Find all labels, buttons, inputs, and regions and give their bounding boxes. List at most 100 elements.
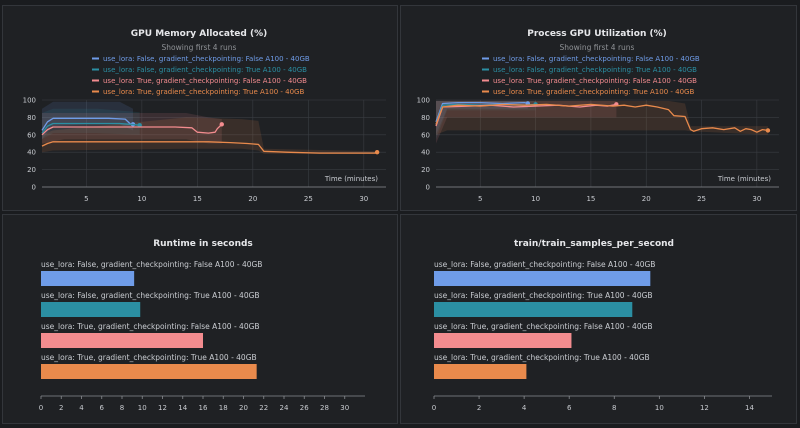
bar-category-label: use_lora: True, gradient_checkpointing: …	[41, 353, 257, 362]
y-tick-label: 40	[421, 149, 430, 157]
gpu-utilization-panel[interactable]: Process GPU Utilization (%) Showing first…	[400, 5, 797, 211]
x-tick-label: 24	[280, 404, 289, 412]
series-line	[435, 103, 768, 133]
chart-subtitle: Showing first 4 runs	[162, 43, 237, 52]
x-tick-label: 15	[193, 195, 202, 203]
bar-category-label: use_lora: True, gradient_checkpointing: …	[434, 322, 653, 331]
x-tick-label: 30	[340, 404, 349, 412]
x-tick-label: 4	[522, 404, 527, 412]
y-tick-label: 100	[23, 97, 36, 105]
x-tick-label: 2	[477, 404, 481, 412]
series-line	[41, 122, 140, 134]
y-tick-label: 60	[421, 131, 430, 139]
series-line	[435, 101, 528, 123]
bar	[41, 302, 141, 317]
chart-title: Runtime in seconds	[153, 239, 253, 249]
legend-entry: use_lora: False, gradient_checkpointing:…	[103, 55, 310, 63]
legend-entry: use_lora: True, gradient_checkpointing: …	[103, 88, 304, 96]
x-tick-label: 30	[752, 195, 761, 203]
chart-subtitle: Showing first 4 runs	[560, 43, 635, 52]
chart-title: Process GPU Utilization (%)	[527, 29, 666, 39]
x-tick-label: 0	[39, 404, 43, 412]
series-end-point	[137, 123, 142, 128]
y-tick-label: 80	[421, 114, 430, 122]
x-tick-label: 20	[239, 404, 248, 412]
x-tick-label: 25	[304, 195, 313, 203]
legend-entry: use_lora: False, gradient_checkpointing:…	[493, 66, 697, 74]
samples-per-second-chart[interactable]: train/train_samples_per_second 0 2 4 6 8 10 12 1…	[401, 215, 796, 423]
x-tick-label: 14	[745, 404, 754, 412]
bar	[41, 271, 135, 286]
bar	[434, 364, 527, 379]
x-tick-label: 0	[432, 404, 436, 412]
x-tick-label: 8	[120, 404, 124, 412]
series-line	[41, 123, 223, 136]
bar-category-label: use_lora: True, gradient_checkpointing: …	[434, 353, 650, 362]
x-tick-label: 14	[178, 404, 187, 412]
bar-category-label: use_lora: True, gradient_checkpointing: …	[41, 322, 260, 331]
legend-entry: use_lora: True, gradient_checkpointing: …	[493, 77, 697, 85]
legend-entry: use_lora: False, gradient_checkpointing:…	[103, 66, 307, 74]
x-tick-label: 5	[478, 195, 482, 203]
bar	[41, 333, 203, 348]
y-tick-label: 20	[421, 166, 430, 174]
bar-category-label: use_lora: False, gradient_checkpointing:…	[434, 260, 655, 269]
series-line	[41, 117, 133, 131]
x-axis-label: Time (minutes)	[717, 175, 771, 183]
series-range-band	[436, 100, 617, 144]
bar	[434, 302, 633, 317]
x-tick-label: 16	[199, 404, 208, 412]
y-tick-label: 60	[27, 131, 36, 139]
series-end-point	[765, 128, 771, 133]
gpu-memory-chart[interactable]: GPU Memory Allocated (%) Showing first 4 …	[3, 6, 397, 210]
x-tick-label: 10	[531, 195, 540, 203]
y-tick-label: 80	[27, 114, 36, 122]
runtime-panel[interactable]: Runtime in seconds 0 2 4 6 8 10 12 14 16 18 20 22 24 2…	[2, 214, 398, 424]
chart-title: train/train_samples_per_second	[514, 239, 674, 249]
series-range-band	[42, 101, 133, 140]
x-tick-label: 5	[84, 195, 88, 203]
x-tick-label: 20	[642, 195, 651, 203]
samples-per-second-panel[interactable]: train/train_samples_per_second 0 2 4 6 8 10 12 1…	[400, 214, 797, 424]
x-tick-label: 20	[248, 195, 257, 203]
bar-category-label: use_lora: False, gradient_checkpointing:…	[41, 260, 262, 269]
gpu-memory-panel[interactable]: GPU Memory Allocated (%) Showing first 4 …	[2, 5, 398, 211]
bar	[41, 364, 257, 379]
x-tick-label: 22	[259, 404, 268, 412]
x-tick-label: 30	[359, 195, 368, 203]
gpu-utilization-chart[interactable]: Process GPU Utilization (%) Showing first…	[401, 6, 796, 210]
legend-entry: use_lora: True, gradient_checkpointing: …	[493, 88, 694, 96]
series-range-band	[436, 100, 768, 135]
x-tick-label: 4	[79, 404, 84, 412]
bar-category-label: use_lora: False, gradient_checkpointing:…	[41, 291, 260, 300]
bar	[434, 333, 572, 348]
series-range-band	[42, 113, 222, 144]
y-tick-label: 0	[32, 184, 36, 192]
x-tick-label: 18	[219, 404, 228, 412]
series-end-point	[219, 122, 224, 127]
bar-category-label: use_lora: False, gradient_checkpointing:…	[434, 291, 653, 300]
x-tick-label: 10	[137, 195, 146, 203]
series-end-point	[374, 150, 380, 155]
x-tick-label: 10	[655, 404, 664, 412]
x-tick-label: 12	[158, 404, 167, 412]
legend-entry: use_lora: True, gradient_checkpointing: …	[103, 77, 307, 85]
x-tick-label: 2	[59, 404, 63, 412]
series-range-band	[436, 100, 528, 135]
x-tick-label: 26	[300, 404, 309, 412]
x-axis-label: Time (minutes)	[324, 175, 378, 183]
x-tick-label: 8	[612, 404, 616, 412]
chart-title: GPU Memory Allocated (%)	[131, 29, 267, 39]
x-tick-label: 6	[100, 404, 105, 412]
bar	[434, 271, 651, 286]
series-line	[41, 141, 378, 154]
x-tick-label: 6	[567, 404, 572, 412]
x-tick-label: 28	[320, 404, 329, 412]
y-tick-label: 0	[426, 184, 430, 192]
x-tick-label: 15	[586, 195, 595, 203]
x-tick-label: 25	[697, 195, 706, 203]
y-tick-label: 100	[417, 97, 430, 105]
y-tick-label: 40	[27, 149, 36, 157]
